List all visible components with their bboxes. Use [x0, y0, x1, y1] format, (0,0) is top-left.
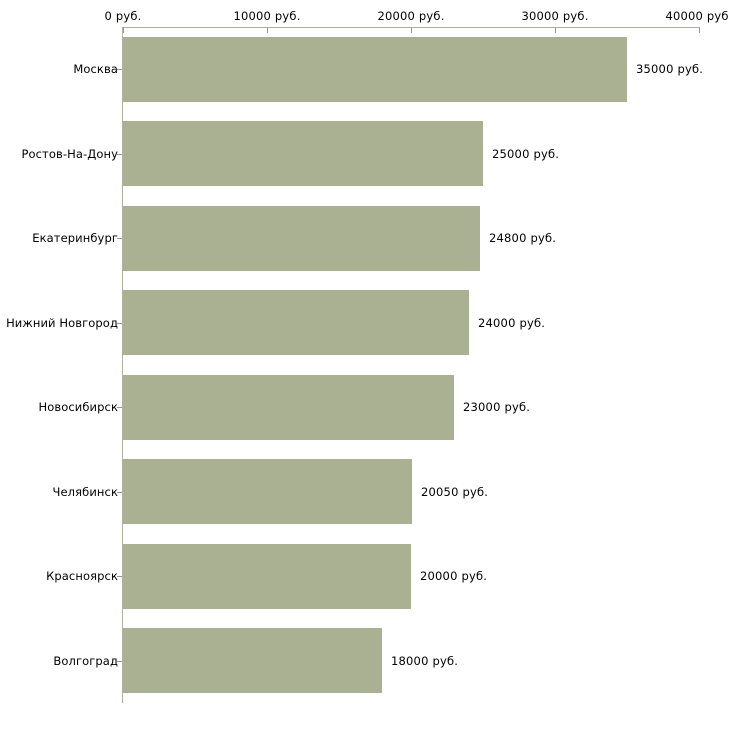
bar[interactable]: [123, 544, 411, 609]
y-axis-tick: [117, 661, 122, 662]
bar[interactable]: [123, 375, 454, 440]
y-axis-line: [122, 27, 123, 703]
y-axis-tick: [117, 69, 122, 70]
category-label: Нижний Новгород: [6, 315, 118, 330]
bar[interactable]: [123, 206, 480, 271]
bar[interactable]: [123, 37, 627, 102]
bar[interactable]: [123, 290, 469, 355]
category-label: Волгоград: [53, 653, 118, 668]
x-axis-tick-label: 30000 руб.: [521, 9, 589, 23]
bar-value-label: 20050 руб.: [421, 484, 489, 499]
bar-value-label: 35000 руб.: [636, 62, 704, 77]
x-axis-tick: [411, 27, 412, 33]
category-label: Москва: [73, 62, 118, 77]
bar-value-label: 25000 руб.: [492, 146, 560, 161]
x-axis-tick-label: 40000 руб.: [665, 9, 730, 23]
bar[interactable]: [123, 459, 412, 524]
y-axis-tick: [117, 323, 122, 324]
bar-value-label: 20000 руб.: [420, 569, 488, 584]
x-axis-tick: [267, 27, 268, 33]
category-label: Красноярск: [46, 569, 118, 584]
x-axis-tick-label: 10000 руб.: [233, 9, 301, 23]
y-axis-tick: [117, 154, 122, 155]
y-axis-tick: [117, 492, 122, 493]
bar-value-label: 18000 руб.: [391, 653, 459, 668]
x-axis-tick: [699, 27, 700, 33]
y-axis-tick: [117, 407, 122, 408]
bar[interactable]: [123, 628, 382, 693]
y-axis-tick: [117, 576, 122, 577]
x-axis-tick: [123, 27, 124, 33]
bar-value-label: 23000 руб.: [463, 400, 531, 415]
category-label: Челябинск: [52, 484, 118, 499]
x-axis-tick-label: 20000 руб.: [377, 9, 445, 23]
bar-value-label: 24800 руб.: [489, 231, 557, 246]
category-label: Ростов-На-Дону: [21, 146, 118, 161]
x-axis-tick: [555, 27, 556, 33]
category-label: Екатеринбург: [32, 231, 118, 246]
category-label: Новосибирск: [38, 400, 118, 415]
x-axis-tick-label: 0 руб.: [104, 9, 142, 23]
y-axis-tick: [117, 238, 122, 239]
bar[interactable]: [123, 121, 483, 186]
bar-value-label: 24000 руб.: [478, 315, 546, 330]
